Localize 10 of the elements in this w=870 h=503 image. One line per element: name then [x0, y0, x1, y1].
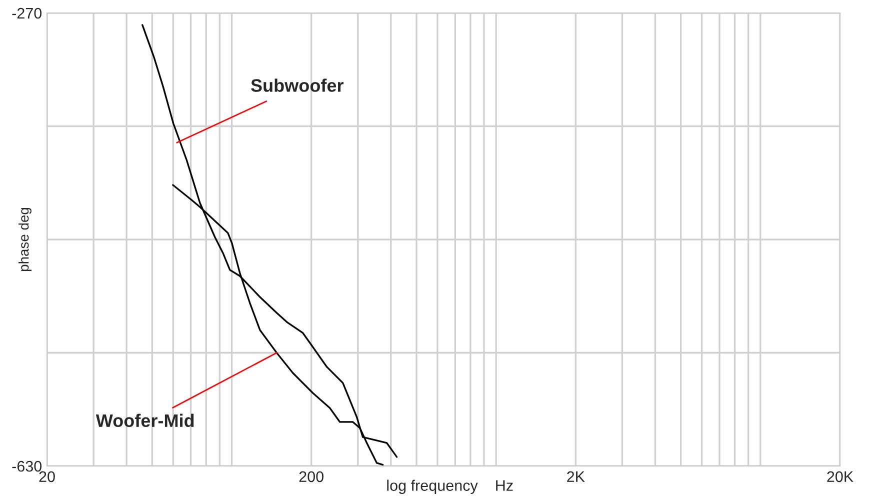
x-tick-label: 20K	[827, 471, 854, 482]
annotation: Woofer-Mid	[96, 414, 194, 428]
x-tick-label: 2K	[567, 471, 585, 482]
y-tick-label: -630	[12, 460, 42, 472]
y-axis-title: phase deg	[18, 208, 32, 272]
x-tick-label: 200	[299, 471, 324, 482]
y-tick-label: -270	[12, 8, 42, 19]
x-axis-title: log frequency Hz	[387, 480, 513, 494]
x-tick-label: 20	[39, 471, 55, 482]
annotation: Subwoofer	[251, 78, 344, 92]
